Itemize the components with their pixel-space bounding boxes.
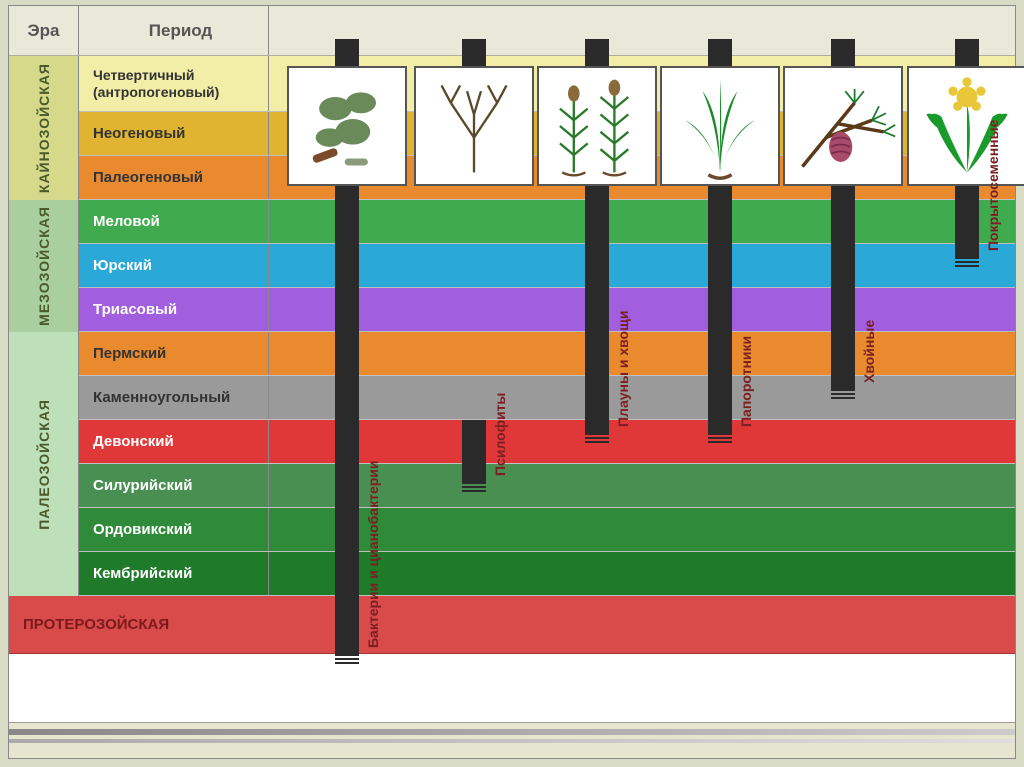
bar-top-ferns — [708, 39, 732, 66]
group-label-angiosperms: Покрытосеменные — [985, 120, 1001, 251]
period-row-cambrian: Кембрийский — [9, 552, 1015, 596]
timeline-cell-triassic — [269, 288, 1015, 331]
bar-angiosperms — [955, 186, 979, 257]
header-era: Эра — [9, 6, 79, 55]
period-label-ordovician: Ордовикский — [79, 508, 269, 551]
timeline-cell-devonian — [269, 420, 1015, 463]
timeline-cell-carboniferous — [269, 376, 1015, 419]
period-label-triassic: Триасовый — [79, 288, 269, 331]
group-label-ferns: Папоротники — [738, 336, 754, 427]
era-label-cenozoic: КАЙНОЗОЙСКАЯ — [36, 63, 52, 193]
period-label-cambrian: Кембрийский — [79, 552, 269, 595]
period-label-paleogene: Палеогеновый — [79, 156, 269, 199]
period-label-jurassic: Юрский — [79, 244, 269, 287]
bar-ferns — [708, 186, 732, 433]
thumb-psilophytes — [414, 66, 534, 186]
period-label-quaternary: Четвертичный (антропогеновый) — [79, 56, 269, 111]
bar-top-lycophytes — [585, 39, 609, 66]
bar-conifers — [831, 186, 855, 389]
thumb-ferns — [660, 66, 780, 186]
period-label-silurian: Силурийский — [79, 464, 269, 507]
bar-bacteria — [335, 186, 359, 654]
period-row-devonian: Девонский — [9, 420, 1015, 464]
thumb-angiosperms — [907, 66, 1024, 186]
period-label-cretaceous: Меловой — [79, 200, 269, 243]
bar-lycophytes — [585, 186, 609, 433]
era-label-paleozoic: ПАЛЕОЗОЙСКАЯ — [36, 399, 52, 530]
evolution-timeline-chart: Эра Период Четвертичный (антропогеновый)… — [8, 5, 1016, 759]
thumb-lycophytes — [537, 66, 657, 186]
timeline-cell-jurassic — [269, 244, 1015, 287]
era-label-mesozoic: МЕЗОЗОЙСКАЯ — [36, 206, 52, 326]
bar-top-conifers — [831, 39, 855, 66]
bar-top-angiosperms — [955, 39, 979, 66]
group-label-psilophytes: Псилофиты — [492, 392, 508, 475]
period-row-ordovician: Ордовикский — [9, 508, 1015, 552]
group-label-lycophytes: Плауны и хвощи — [615, 311, 631, 428]
period-row-silurian: Силурийский — [9, 464, 1015, 508]
period-label-devonian: Девонский — [79, 420, 269, 463]
header-timeline — [269, 6, 1015, 55]
header-row: Эра Период — [9, 6, 1015, 56]
era-block-cenozoic: КАЙНОЗОЙСКАЯ — [9, 56, 79, 200]
proterozoic-label: ПРОТЕРОЗОЙСКАЯ — [9, 596, 1015, 653]
thumb-conifers — [783, 66, 903, 186]
bar-top-psilophytes — [462, 39, 486, 66]
timeline-cell-permian — [269, 332, 1015, 375]
period-row-cretaceous: Меловой — [9, 200, 1015, 244]
period-label-carboniferous: Каменноугольный — [79, 376, 269, 419]
period-row-jurassic: Юрский — [9, 244, 1015, 288]
footer-strip — [9, 722, 1015, 758]
era-block-mesozoic: МЕЗОЗОЙСКАЯ — [9, 200, 79, 332]
header-period: Период — [79, 6, 269, 55]
thumb-bacteria — [287, 66, 407, 186]
group-label-bacteria: Бактерии и цианобактерии — [365, 460, 381, 648]
period-label-neogene: Неогеновый — [79, 112, 269, 155]
period-label-permian: Пермский — [79, 332, 269, 375]
era-row-proterozoic: ПРОТЕРОЗОЙСКАЯ — [9, 596, 1015, 654]
timeline-cell-cretaceous — [269, 200, 1015, 243]
era-block-paleozoic: ПАЛЕОЗОЙСКАЯ — [9, 332, 79, 596]
group-label-conifers: Хвойные — [861, 320, 877, 383]
bar-psilophytes — [462, 420, 486, 482]
bar-top-bacteria — [335, 39, 359, 66]
